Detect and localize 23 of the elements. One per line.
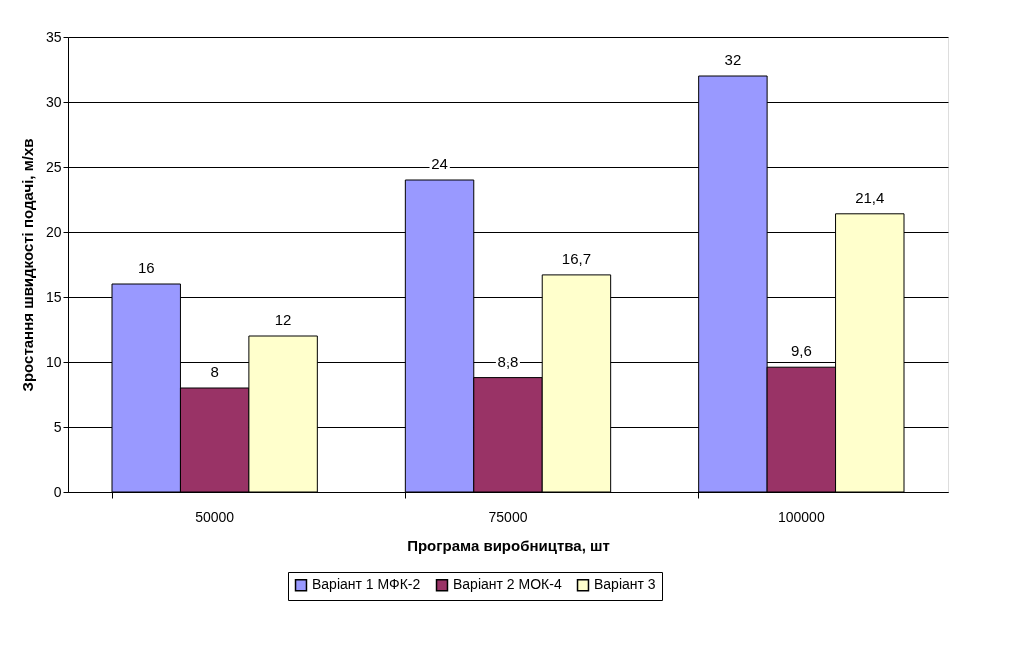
data-label: 16,7 xyxy=(561,249,592,267)
y-axis-title: Зростання швидкості подачі, м/хв xyxy=(18,138,36,392)
data-label: 12 xyxy=(274,311,292,328)
x-axis-title: Програма виробництва, шт xyxy=(407,536,610,554)
y-tick-label: 0 xyxy=(53,483,62,500)
y-tick-label: 35 xyxy=(45,28,62,45)
data-label: 16 xyxy=(137,259,155,276)
data-label: 8 xyxy=(210,363,219,380)
x-tick-label: 50000 xyxy=(195,508,235,525)
legend-label: Варіант 3 xyxy=(594,576,656,593)
y-tick-label: 5 xyxy=(53,418,62,435)
legend-label: Варіант 2 МОК-4 xyxy=(453,576,562,593)
y-tick-label: 30 xyxy=(45,93,62,110)
legend-label: Варіант 1 МФК-2 xyxy=(312,576,421,593)
y-tick-label: 20 xyxy=(45,223,62,240)
x-tick-label: 100000 xyxy=(777,508,825,525)
data-label: 21,4 xyxy=(855,188,885,206)
y-tick-label: 25 xyxy=(45,158,62,175)
data-label: 9,6 xyxy=(790,342,812,360)
x-tick-label: 75000 xyxy=(488,508,528,525)
y-tick-label: 10 xyxy=(45,353,62,370)
y-tick-label: 15 xyxy=(45,288,62,305)
data-label: 32 xyxy=(724,51,742,68)
